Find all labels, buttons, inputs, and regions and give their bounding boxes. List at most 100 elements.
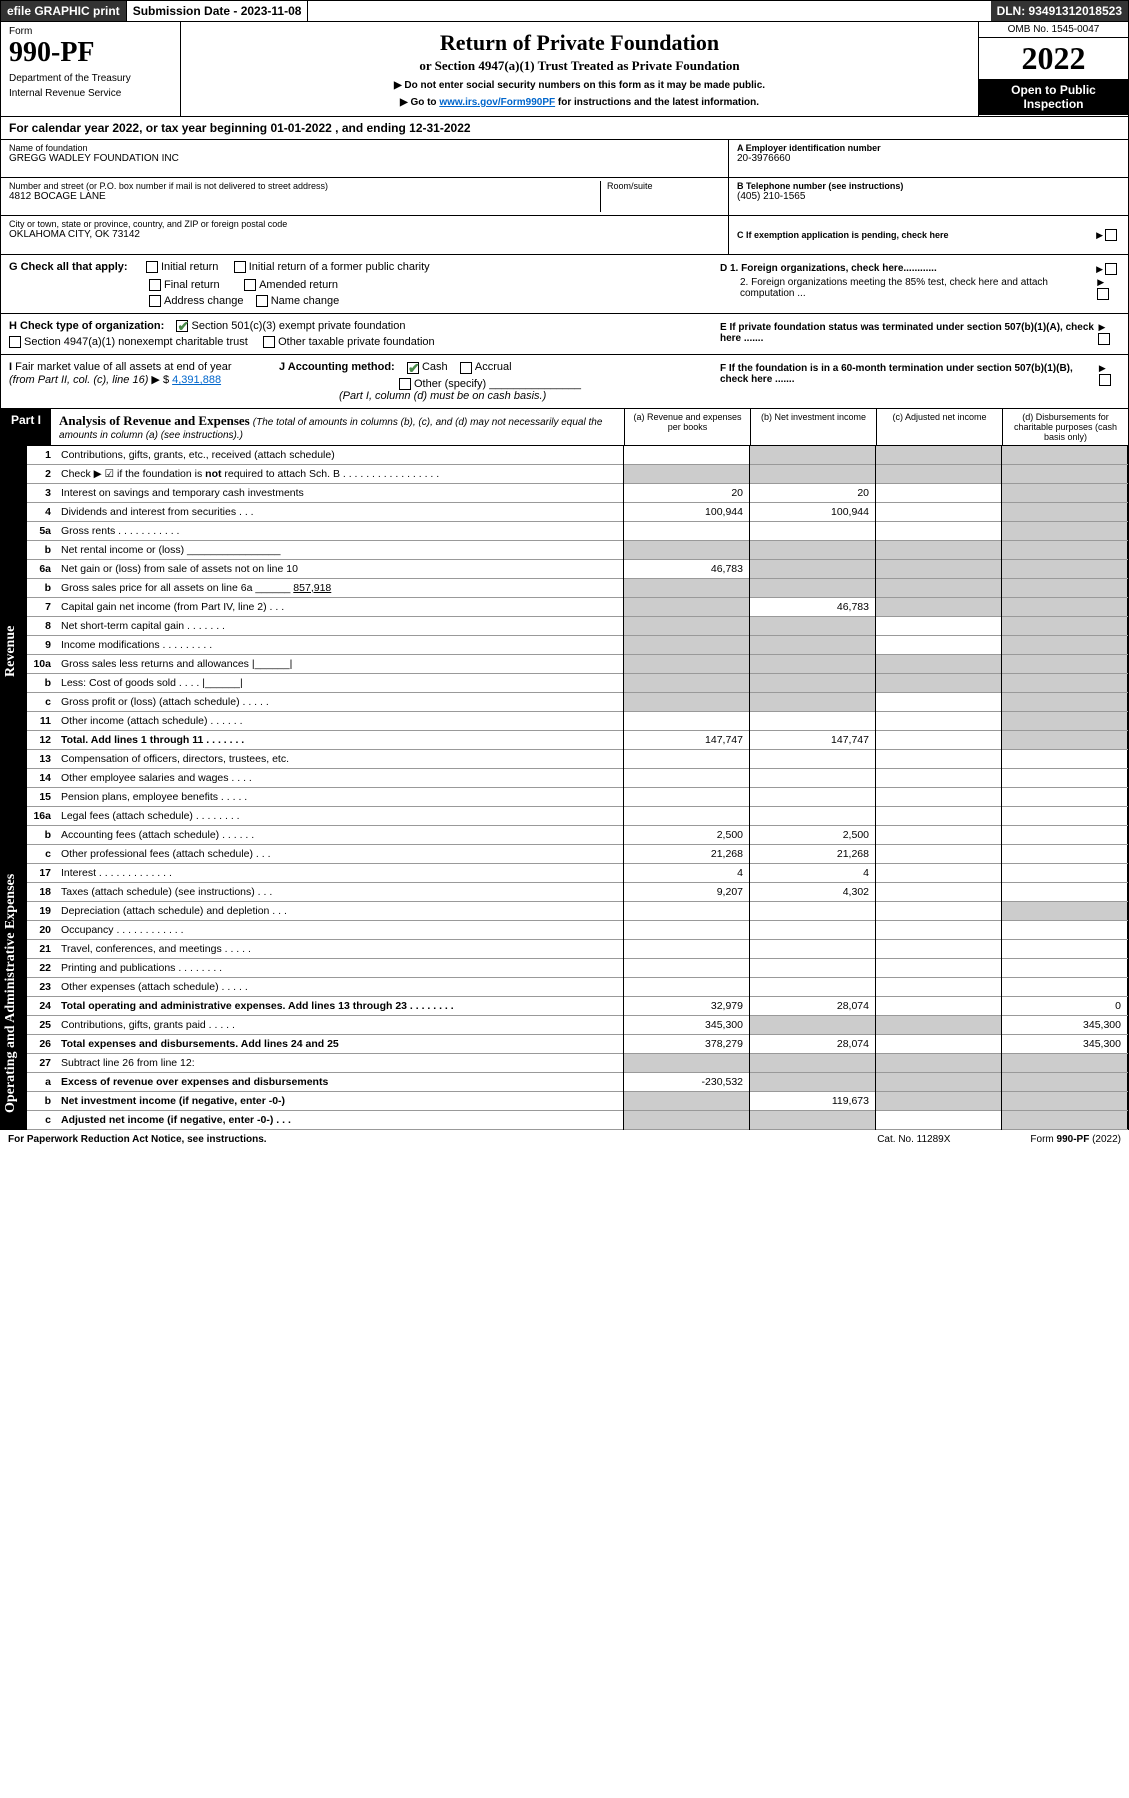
col-c-header: (c) Adjusted net income xyxy=(876,409,1002,445)
name-change-checkbox[interactable] xyxy=(256,295,268,307)
amount-col-b xyxy=(750,711,876,730)
exemption-pending-checkbox[interactable] xyxy=(1105,229,1117,241)
cash-checkbox[interactable] xyxy=(407,362,419,374)
amount-col-a: -230,532 xyxy=(624,1072,750,1091)
tax-year: 2022 xyxy=(979,38,1128,79)
amount-col-b xyxy=(750,749,876,768)
amount-col-c xyxy=(876,939,1002,958)
entity-info: Name of foundation GREGG WADLEY FOUNDATI… xyxy=(0,140,1129,255)
table-row: 5aGross rents . . . . . . . . . . . xyxy=(27,521,1128,540)
table-row: cGross profit or (loss) (attach schedule… xyxy=(27,692,1128,711)
line-description: Printing and publications . . . . . . . … xyxy=(57,958,624,977)
table-row: bNet rental income or (loss) ___________… xyxy=(27,540,1128,559)
line-number: 25 xyxy=(27,1015,57,1034)
d2-checkbox[interactable] xyxy=(1097,288,1109,300)
d2-label: 2. Foreign organizations meeting the 85%… xyxy=(720,277,1097,300)
col-d-header: (d) Disbursements for charitable purpose… xyxy=(1002,409,1128,445)
amount-col-d xyxy=(1002,958,1128,977)
amount-col-d xyxy=(1002,654,1128,673)
amount-col-b: 2,500 xyxy=(750,825,876,844)
amount-col-b xyxy=(750,616,876,635)
line-number: 20 xyxy=(27,920,57,939)
line-number: c xyxy=(27,844,57,863)
amount-col-d xyxy=(1002,1072,1128,1091)
table-row: 24Total operating and administrative exp… xyxy=(27,996,1128,1015)
line-description: Net rental income or (loss) ____________… xyxy=(57,540,624,559)
amount-col-b xyxy=(750,1110,876,1129)
table-row: 3Interest on savings and temporary cash … xyxy=(27,483,1128,502)
amount-col-a xyxy=(624,1110,750,1129)
line-description: Gross rents . . . . . . . . . . . xyxy=(57,521,624,540)
initial-former-checkbox[interactable] xyxy=(234,261,246,273)
amount-col-a: 46,783 xyxy=(624,559,750,578)
final-return-checkbox[interactable] xyxy=(149,279,161,291)
amount-col-a xyxy=(624,540,750,559)
table-row: 16aLegal fees (attach schedule) . . . . … xyxy=(27,806,1128,825)
fmv-value[interactable]: 4,391,888 xyxy=(172,374,221,386)
line-number: 12 xyxy=(27,730,57,749)
line-number: 9 xyxy=(27,635,57,654)
4947-checkbox[interactable] xyxy=(9,336,21,348)
amount-col-a: 378,279 xyxy=(624,1034,750,1053)
f-checkbox[interactable] xyxy=(1099,374,1111,386)
amount-col-d xyxy=(1002,578,1128,597)
line-number: 19 xyxy=(27,901,57,920)
amount-col-d xyxy=(1002,711,1128,730)
amount-col-a xyxy=(624,635,750,654)
amount-col-b xyxy=(750,977,876,996)
amount-col-c xyxy=(876,901,1002,920)
foundation-name: GREGG WADLEY FOUNDATION INC xyxy=(9,153,720,164)
line-description: Other expenses (attach schedule) . . . .… xyxy=(57,977,624,996)
amount-col-c xyxy=(876,920,1002,939)
accrual-checkbox[interactable] xyxy=(460,362,472,374)
amount-col-a xyxy=(624,464,750,483)
amount-col-b xyxy=(750,559,876,578)
line-description: Gross profit or (loss) (attach schedule)… xyxy=(57,692,624,711)
amount-col-d xyxy=(1002,1053,1128,1072)
line-number: 24 xyxy=(27,996,57,1015)
line-description: Other professional fees (attach schedule… xyxy=(57,844,624,863)
city-state-zip: OKLAHOMA CITY, OK 73142 xyxy=(9,229,720,240)
address-change-checkbox[interactable] xyxy=(149,295,161,307)
initial-return-checkbox[interactable] xyxy=(146,261,158,273)
part1-title: Analysis of Revenue and Expenses xyxy=(59,413,250,428)
tel-label: B Telephone number (see instructions) xyxy=(737,181,1120,191)
line-description: Net investment income (if negative, ente… xyxy=(57,1091,624,1110)
amount-col-a xyxy=(624,787,750,806)
amount-col-a xyxy=(624,749,750,768)
amount-col-c xyxy=(876,996,1002,1015)
table-row: aExcess of revenue over expenses and dis… xyxy=(27,1072,1128,1091)
other-taxable-checkbox[interactable] xyxy=(263,336,275,348)
table-row: 18Taxes (attach schedule) (see instructi… xyxy=(27,882,1128,901)
amount-col-b: 119,673 xyxy=(750,1091,876,1110)
other-method-checkbox[interactable] xyxy=(399,378,411,390)
501c3-checkbox[interactable] xyxy=(176,320,188,332)
line-description: Less: Cost of goods sold . . . . |______… xyxy=(57,673,624,692)
amount-col-b xyxy=(750,635,876,654)
amount-col-a xyxy=(624,920,750,939)
table-row: 15Pension plans, employee benefits . . .… xyxy=(27,787,1128,806)
amount-col-b xyxy=(750,806,876,825)
line-number: 1 xyxy=(27,446,57,465)
amount-col-c xyxy=(876,483,1002,502)
arrow-icon xyxy=(1097,277,1106,288)
e-checkbox[interactable] xyxy=(1098,333,1110,345)
expenses-side-label: Operating and Administrative Expenses xyxy=(1,856,27,1130)
d1-checkbox[interactable] xyxy=(1105,263,1117,275)
amended-return-checkbox[interactable] xyxy=(244,279,256,291)
amount-col-b: 4 xyxy=(750,863,876,882)
amount-col-b xyxy=(750,578,876,597)
table-row: cOther professional fees (attach schedul… xyxy=(27,844,1128,863)
amount-col-b xyxy=(750,920,876,939)
form-instructions-link[interactable]: www.irs.gov/Form990PF xyxy=(439,97,555,108)
part1-table: 1Contributions, gifts, grants, etc., rec… xyxy=(27,446,1128,1130)
line-number: 3 xyxy=(27,483,57,502)
submission-date: Submission Date - 2023-11-08 xyxy=(127,1,309,21)
amount-col-c xyxy=(876,958,1002,977)
amount-col-c xyxy=(876,1034,1002,1053)
amount-col-d xyxy=(1002,616,1128,635)
telephone: (405) 210-1565 xyxy=(737,191,1120,202)
efile-label: efile GRAPHIC print xyxy=(1,1,127,21)
amount-col-d: 345,300 xyxy=(1002,1015,1128,1034)
amount-col-b xyxy=(750,540,876,559)
